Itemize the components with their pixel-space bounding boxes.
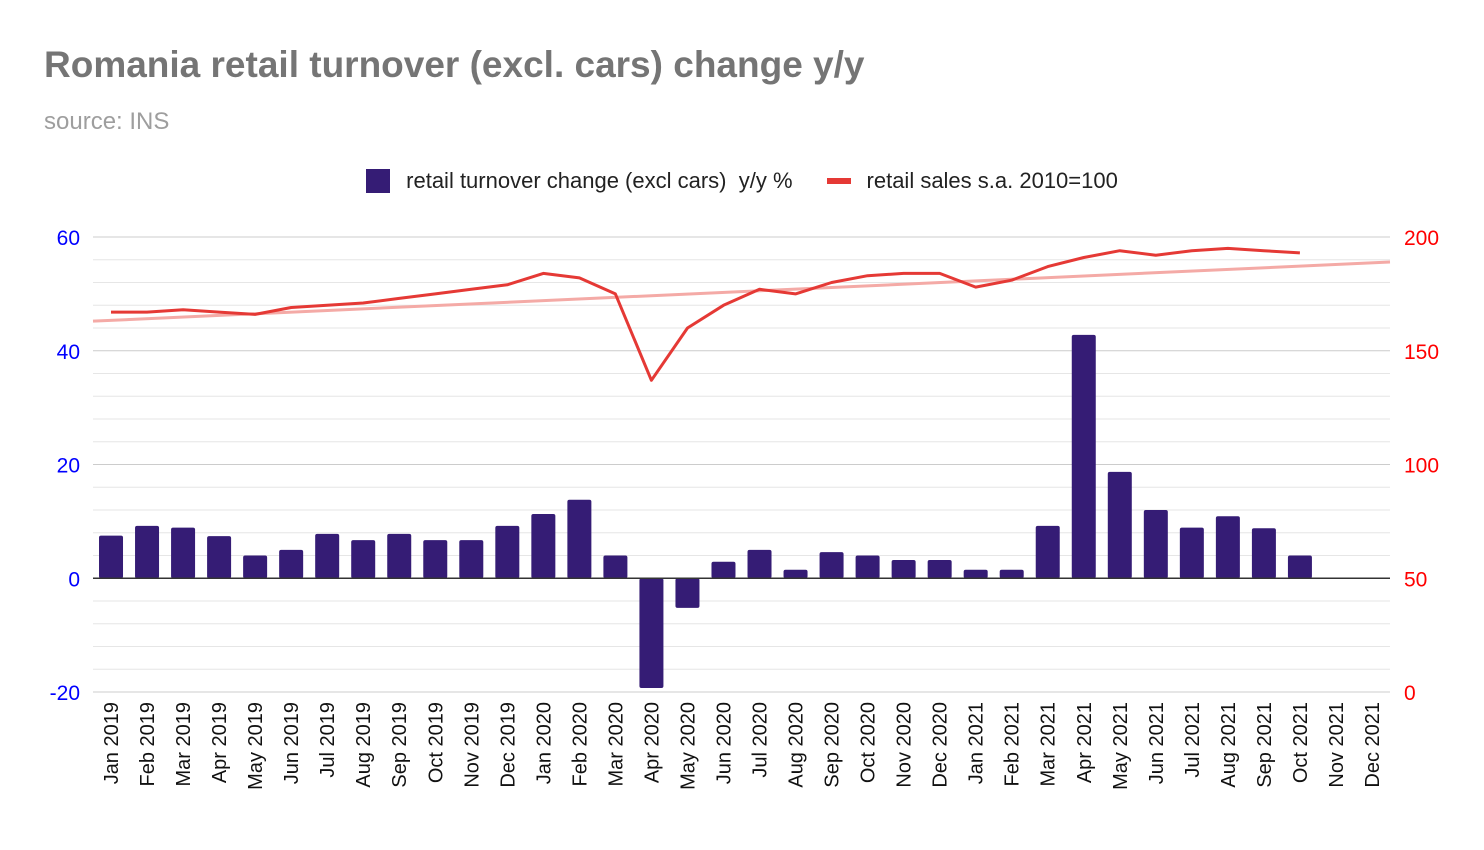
bar bbox=[1251, 528, 1276, 579]
bar bbox=[783, 569, 808, 579]
x-tick-label: Dec 2021 bbox=[1362, 702, 1384, 788]
bar bbox=[891, 560, 916, 579]
bar bbox=[639, 578, 664, 689]
x-tick-label: Apr 2021 bbox=[1074, 702, 1096, 783]
bar bbox=[279, 549, 304, 579]
legend-item-line[interactable]: retail sales s.a. 2010=100 bbox=[826, 168, 1118, 194]
chart-title: Romania retail turnover (excl. cars) cha… bbox=[44, 44, 865, 85]
bar bbox=[855, 555, 880, 579]
x-tick-label: Apr 2019 bbox=[209, 702, 231, 783]
x-tick-label: Mar 2021 bbox=[1038, 702, 1060, 787]
x-tick-label: Oct 2019 bbox=[425, 702, 447, 783]
bar bbox=[675, 578, 700, 608]
legend-label-line: retail sales s.a. 2010=100 bbox=[866, 168, 1118, 193]
bar bbox=[387, 533, 412, 579]
y-right-tick-label: 150 bbox=[1404, 341, 1439, 364]
x-tick-label: Aug 2021 bbox=[1218, 702, 1240, 788]
x-tick-label: Oct 2021 bbox=[1290, 702, 1312, 783]
x-tick-label: May 2021 bbox=[1110, 702, 1132, 790]
x-tick-label: Jul 2021 bbox=[1182, 702, 1204, 778]
bar bbox=[423, 540, 448, 579]
x-tick-label: Oct 2020 bbox=[858, 702, 880, 783]
legend: retail turnover change (excl cars) y/y %… bbox=[0, 166, 1484, 196]
bar bbox=[207, 536, 232, 579]
bar bbox=[603, 555, 628, 579]
bar bbox=[531, 513, 556, 579]
y-right-tick-label: 100 bbox=[1404, 455, 1439, 478]
x-tick-label: Jun 2019 bbox=[281, 702, 303, 784]
bar bbox=[351, 540, 376, 579]
x-tick-label: Mar 2019 bbox=[173, 702, 195, 787]
bar bbox=[747, 549, 772, 579]
trendline bbox=[92, 260, 1391, 323]
y-left-tick-label: -20 bbox=[50, 682, 80, 705]
x-tick-label: Apr 2020 bbox=[641, 702, 663, 783]
bar bbox=[315, 533, 340, 579]
line-series bbox=[111, 246, 1300, 382]
bar bbox=[99, 535, 124, 579]
y-right-tick-label: 0 bbox=[1404, 682, 1416, 705]
bar bbox=[1287, 555, 1312, 579]
x-tick-label: Jun 2021 bbox=[1146, 702, 1168, 784]
x-tick-label: Dec 2019 bbox=[497, 702, 519, 788]
y-left-tick-label: 20 bbox=[57, 455, 80, 478]
bar bbox=[1179, 527, 1204, 579]
legend-item-bar[interactable]: retail turnover change (excl cars) y/y % bbox=[366, 168, 793, 194]
x-tick-label: Sep 2020 bbox=[822, 702, 844, 788]
bar bbox=[963, 569, 988, 579]
x-tick-label: Mar 2020 bbox=[605, 702, 627, 787]
x-tick-label: Jan 2020 bbox=[533, 702, 555, 784]
x-tick-label: Feb 2020 bbox=[569, 702, 591, 787]
bar bbox=[711, 561, 736, 579]
y-right-tick-label: 50 bbox=[1404, 568, 1427, 591]
bar bbox=[1035, 525, 1060, 579]
x-tick-label: Feb 2019 bbox=[137, 702, 159, 787]
bar bbox=[243, 555, 268, 579]
y-left-tick-label: 60 bbox=[57, 227, 80, 250]
bar bbox=[999, 569, 1024, 579]
x-tick-label: Jul 2019 bbox=[317, 702, 339, 778]
bar bbox=[1215, 516, 1240, 579]
legend-swatch-bar bbox=[366, 169, 391, 193]
x-tick-label: Aug 2019 bbox=[353, 702, 375, 788]
bar bbox=[171, 527, 196, 579]
y-left-tick-label: 0 bbox=[68, 568, 80, 591]
bar bbox=[567, 499, 592, 579]
x-tick-label: Sep 2021 bbox=[1254, 702, 1276, 788]
bar bbox=[135, 525, 160, 579]
legend-swatch-line bbox=[826, 178, 851, 184]
bar bbox=[495, 525, 520, 579]
bar bbox=[459, 540, 484, 579]
chart-subtitle: source: INS bbox=[44, 108, 170, 135]
x-tick-label: May 2019 bbox=[245, 702, 267, 790]
x-tick-label: Sep 2019 bbox=[389, 702, 411, 788]
y-right-tick-label: 200 bbox=[1404, 227, 1439, 250]
y-left-tick-label: 40 bbox=[57, 341, 80, 364]
x-tick-label: May 2020 bbox=[677, 702, 699, 790]
x-tick-label: Jun 2020 bbox=[713, 702, 735, 784]
bar bbox=[819, 552, 844, 579]
x-tick-label: Nov 2019 bbox=[461, 702, 483, 788]
bar bbox=[927, 560, 952, 579]
bar bbox=[1071, 334, 1096, 579]
x-tick-label: Nov 2021 bbox=[1326, 702, 1348, 788]
bar bbox=[1107, 471, 1132, 579]
x-tick-label: Jan 2019 bbox=[101, 702, 123, 784]
bar bbox=[1143, 510, 1168, 579]
legend-label-bar: retail turnover change (excl cars) y/y % bbox=[406, 168, 793, 193]
x-tick-label: Aug 2020 bbox=[786, 702, 808, 788]
x-tick-label: Jan 2021 bbox=[966, 702, 988, 784]
x-tick-label: Feb 2021 bbox=[1002, 702, 1024, 787]
x-tick-label: Jul 2020 bbox=[750, 702, 772, 778]
x-tick-label: Dec 2020 bbox=[930, 702, 952, 788]
x-tick-label: Nov 2020 bbox=[894, 702, 916, 788]
